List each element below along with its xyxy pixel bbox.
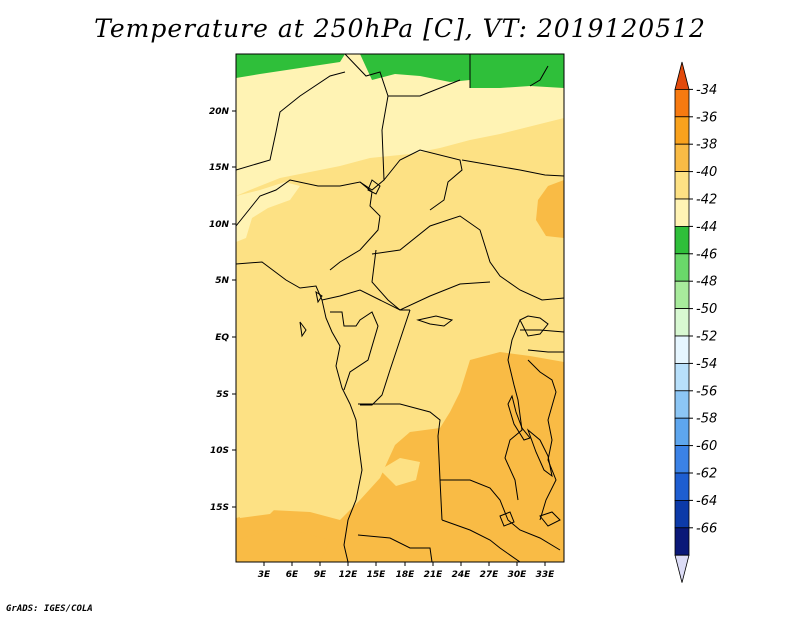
lon-label: 3E	[258, 570, 271, 580]
colorbar-swatch	[674, 89, 690, 118]
lon-label: 30E	[508, 570, 528, 580]
lat-label: 5S	[216, 390, 229, 400]
field-minus42-west	[236, 182, 300, 242]
colorbar-swatch	[674, 445, 690, 474]
lat-label: 10S	[210, 446, 229, 456]
lon-label: 6E	[286, 570, 299, 580]
colorbar-swatch	[674, 116, 690, 145]
lon-label: 12E	[339, 570, 359, 580]
colorbar-swatch	[674, 472, 690, 501]
field-minus38-sw-band	[236, 530, 330, 562]
field-minus44-ne	[470, 54, 564, 88]
colorbar-label: -48	[696, 275, 717, 290]
footer-credit: GrADS: IGES/COLA	[6, 604, 93, 614]
colorbar-label: -42	[696, 193, 717, 208]
colorbar-label: -58	[696, 412, 717, 427]
colorbar-label: -64	[696, 494, 717, 509]
map-title: Temperature at 250hPa [C], VT: 201912051…	[94, 14, 706, 43]
lon-label: 24E	[452, 570, 472, 580]
lon-label: 9E	[314, 570, 327, 580]
colorbar-label: -38	[696, 138, 717, 153]
colorbar-swatch	[674, 417, 690, 447]
colorbar-swatch	[674, 499, 690, 529]
colorbar-swatch	[674, 527, 690, 556]
colorbar-label: -66	[696, 521, 717, 536]
field-minus44-nw	[236, 54, 345, 78]
field-minus38-east	[536, 180, 564, 238]
colorbar: -34 -36 -38 -40 -42 -44 -46 -48 -50 -52 -54 -56 -58 -…	[674, 61, 717, 583]
lon-label: 18E	[396, 570, 416, 580]
colorbar-label: -34	[696, 83, 717, 98]
lon-label: 21E	[424, 570, 444, 580]
colorbar-swatch	[674, 143, 690, 172]
colorbar-swatches	[674, 61, 690, 583]
colorbar-label: -40	[696, 165, 717, 180]
latitude-axis: 20N 15N 10N 5N EQ 5S 10S 15S	[209, 107, 236, 513]
lat-label: 10N	[209, 220, 230, 230]
colorbar-label: -52	[696, 330, 717, 345]
field-minus42-north	[236, 54, 564, 196]
colorbar-labels: -34 -36 -38 -40 -42 -44 -46 -48 -50 -52 -54 -56 -58 -…	[689, 83, 717, 536]
lat-label: 5N	[215, 276, 229, 286]
colorbar-label: -36	[696, 110, 717, 125]
lat-label: 15N	[209, 163, 230, 173]
field-minus44-n	[360, 54, 470, 82]
colorbar-swatch	[674, 171, 690, 200]
colorbar-label: -60	[696, 439, 717, 454]
colorbar-label: -50	[696, 302, 717, 317]
lat-label: EQ	[215, 333, 229, 343]
colorbar-label: -62	[696, 467, 717, 482]
colorbar-label: -44	[696, 220, 717, 235]
country-borders	[236, 54, 564, 562]
lat-label: 20N	[209, 107, 230, 117]
colorbar-bottom-arrow	[674, 554, 690, 583]
lon-label: 15E	[367, 570, 387, 580]
longitude-axis: 3E 6E 9E 12E 15E 18E 21E 24E 27E 30E 33E	[258, 562, 555, 580]
colorbar-swatch	[674, 390, 690, 419]
lon-label: 33E	[536, 570, 556, 580]
colorbar-swatch	[674, 225, 690, 255]
colorbar-swatch	[674, 308, 690, 337]
colorbar-swatch	[674, 280, 690, 310]
colorbar-swatch	[674, 335, 690, 364]
colorbar-swatch	[674, 198, 690, 227]
lakes	[299, 179, 561, 527]
map-frame	[235, 53, 565, 563]
colorbar-label: -46	[696, 247, 717, 262]
colorbar-label: -56	[696, 384, 717, 399]
field-minus38-south	[236, 352, 564, 562]
colorbar-swatch	[674, 253, 690, 282]
colorbar-swatch	[674, 362, 690, 392]
field-minus40-pocket-1	[380, 458, 420, 486]
lat-label: 15S	[210, 503, 229, 513]
colorbar-top-arrow	[674, 61, 690, 90]
lon-label: 27E	[480, 570, 500, 580]
colorbar-label: -54	[696, 357, 717, 372]
field-minus40-pocket-2	[236, 496, 280, 518]
temperature-field	[236, 54, 564, 562]
